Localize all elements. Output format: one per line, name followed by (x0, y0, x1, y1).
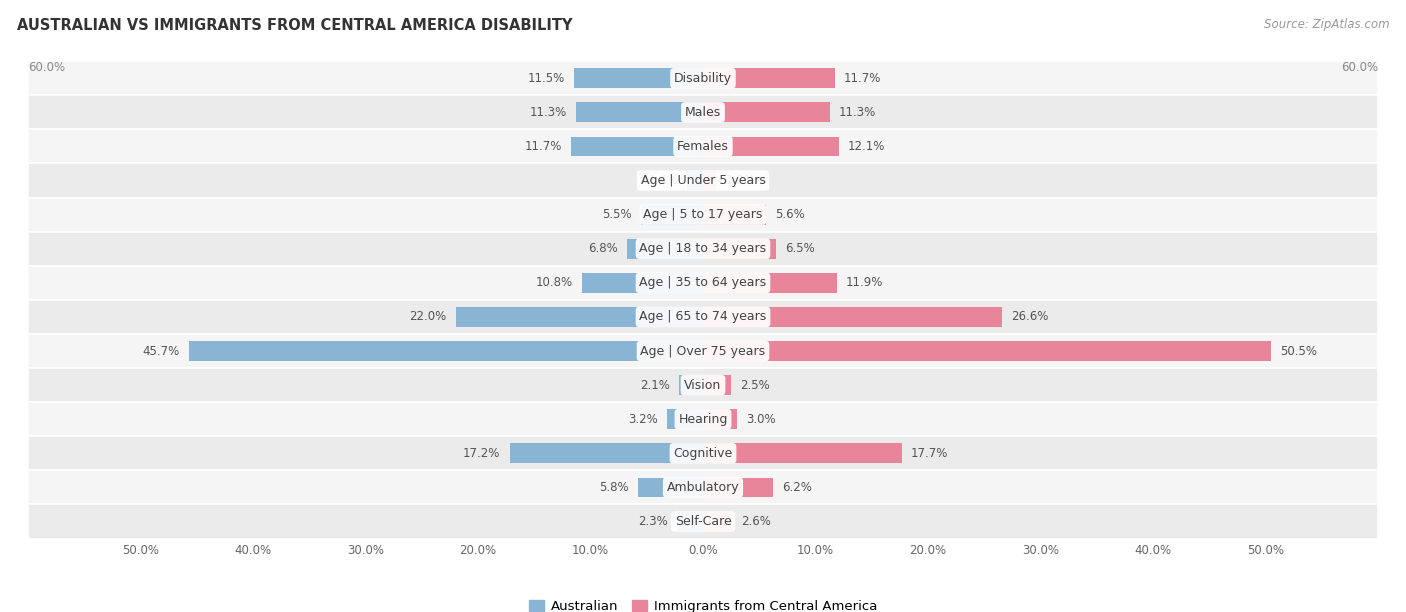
Text: 2.5%: 2.5% (740, 379, 770, 392)
Bar (28, 368, 1378, 402)
Text: 17.7%: 17.7% (911, 447, 949, 460)
Text: Self-Care: Self-Care (675, 515, 731, 528)
Text: Age | Under 5 years: Age | Under 5 years (641, 174, 765, 187)
Bar (703, 512, 733, 531)
Bar (703, 136, 839, 156)
Text: 50.5%: 50.5% (1279, 345, 1317, 357)
Text: 17.2%: 17.2% (463, 447, 501, 460)
Bar (574, 69, 703, 88)
Text: Age | 65 to 74 years: Age | 65 to 74 years (640, 310, 766, 323)
Text: Females: Females (678, 140, 728, 153)
Text: Source: ZipAtlas.com: Source: ZipAtlas.com (1264, 18, 1389, 31)
Bar (28, 163, 1378, 198)
Text: Ambulatory: Ambulatory (666, 481, 740, 494)
Text: Age | Over 75 years: Age | Over 75 years (641, 345, 765, 357)
Bar (28, 334, 1378, 368)
Text: 11.3%: 11.3% (839, 106, 876, 119)
Bar (638, 477, 703, 498)
Text: 22.0%: 22.0% (409, 310, 447, 323)
Bar (582, 273, 703, 293)
Text: 6.2%: 6.2% (782, 481, 811, 494)
Text: 11.9%: 11.9% (846, 277, 883, 289)
Text: 2.3%: 2.3% (638, 515, 668, 528)
Bar (509, 444, 703, 463)
Text: Hearing: Hearing (678, 412, 728, 426)
Text: 60.0%: 60.0% (1341, 61, 1378, 74)
Text: 6.5%: 6.5% (785, 242, 815, 255)
Text: Cognitive: Cognitive (673, 447, 733, 460)
Bar (576, 102, 703, 122)
Bar (703, 239, 776, 259)
Bar (641, 205, 703, 225)
Bar (703, 375, 731, 395)
Text: 2.1%: 2.1% (641, 379, 671, 392)
Text: Age | 18 to 34 years: Age | 18 to 34 years (640, 242, 766, 255)
Bar (28, 402, 1378, 436)
Text: 11.5%: 11.5% (527, 72, 565, 84)
Text: 2.6%: 2.6% (741, 515, 770, 528)
Bar (571, 136, 703, 156)
Text: 5.5%: 5.5% (603, 208, 633, 221)
Text: 3.2%: 3.2% (628, 412, 658, 426)
Text: 1.2%: 1.2% (725, 174, 755, 187)
Bar (456, 307, 703, 327)
Text: 6.8%: 6.8% (588, 242, 617, 255)
Bar (28, 471, 1378, 504)
Bar (666, 409, 703, 429)
Bar (28, 61, 1378, 95)
Bar (703, 341, 1271, 361)
Bar (703, 205, 766, 225)
Text: 11.7%: 11.7% (524, 140, 562, 153)
Bar (703, 444, 903, 463)
Text: 3.0%: 3.0% (745, 412, 775, 426)
Text: 11.3%: 11.3% (530, 106, 567, 119)
Bar (678, 512, 703, 531)
Text: 26.6%: 26.6% (1011, 310, 1049, 323)
Text: 12.1%: 12.1% (848, 140, 886, 153)
Bar (188, 341, 703, 361)
Text: 5.8%: 5.8% (599, 481, 628, 494)
Text: Age | 35 to 64 years: Age | 35 to 64 years (640, 277, 766, 289)
Bar (703, 307, 1002, 327)
Text: Vision: Vision (685, 379, 721, 392)
Text: Disability: Disability (673, 72, 733, 84)
Text: AUSTRALIAN VS IMMIGRANTS FROM CENTRAL AMERICA DISABILITY: AUSTRALIAN VS IMMIGRANTS FROM CENTRAL AM… (17, 18, 572, 34)
Text: Age | 5 to 17 years: Age | 5 to 17 years (644, 208, 762, 221)
Bar (28, 504, 1378, 539)
Bar (679, 375, 703, 395)
Legend: Australian, Immigrants from Central America: Australian, Immigrants from Central Amer… (523, 594, 883, 612)
Bar (28, 129, 1378, 163)
Text: 60.0%: 60.0% (28, 61, 65, 74)
Bar (703, 273, 837, 293)
Text: 5.6%: 5.6% (775, 208, 804, 221)
Bar (703, 69, 835, 88)
Bar (28, 436, 1378, 471)
Bar (703, 171, 717, 190)
Bar (28, 198, 1378, 232)
Bar (703, 477, 773, 498)
Bar (28, 232, 1378, 266)
Text: Males: Males (685, 106, 721, 119)
Text: 10.8%: 10.8% (536, 277, 572, 289)
Bar (28, 300, 1378, 334)
Bar (28, 266, 1378, 300)
Bar (703, 409, 737, 429)
Bar (688, 171, 703, 190)
Bar (28, 95, 1378, 129)
Text: 11.7%: 11.7% (844, 72, 882, 84)
Bar (703, 102, 830, 122)
Bar (627, 239, 703, 259)
Text: 45.7%: 45.7% (143, 345, 180, 357)
Text: 1.4%: 1.4% (648, 174, 678, 187)
